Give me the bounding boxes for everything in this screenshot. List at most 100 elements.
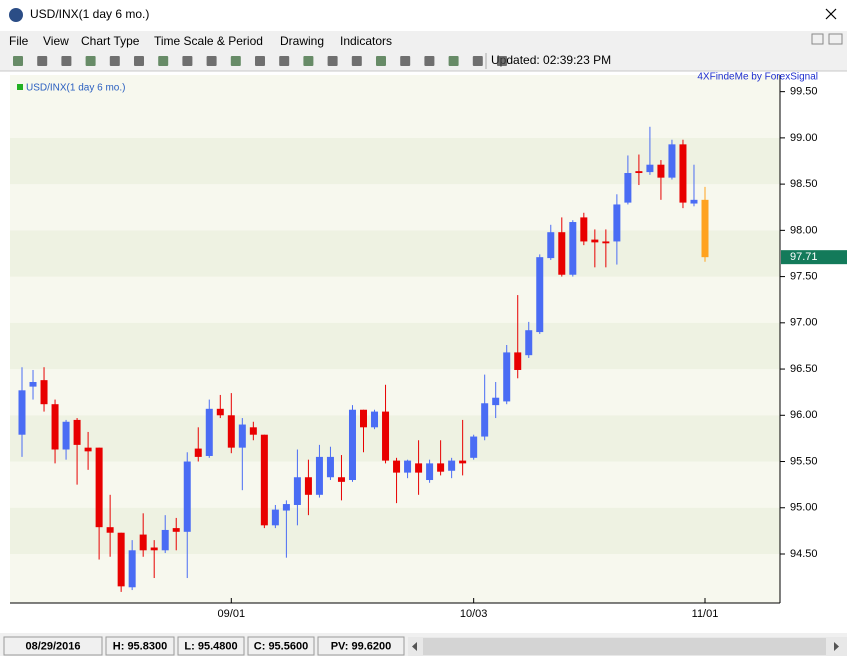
stripes (10, 91, 780, 603)
tool-button[interactable] (61, 56, 72, 66)
menu-item[interactable]: View (43, 34, 69, 48)
tool-button[interactable] (206, 56, 217, 66)
y-tick-label: 96.50 (790, 363, 818, 375)
tool-button[interactable] (85, 56, 96, 66)
status-fields: 08/29/2016 H: 95.8300 L: 95.4800 C: 95.5600… (3, 636, 405, 656)
tool-button[interactable] (351, 56, 362, 66)
candle-body (415, 463, 423, 473)
menu-item[interactable]: Chart Type (81, 34, 140, 48)
tool-button[interactable] (327, 56, 338, 66)
tool-icon (255, 56, 265, 66)
status-field (105, 636, 175, 656)
candle-body (437, 463, 445, 472)
candle-body (95, 447, 103, 528)
candle-body (657, 164, 665, 178)
candle-body (29, 381, 37, 387)
x-tick-label: 11/01 (692, 608, 719, 620)
menu-item[interactable]: Indicators (340, 34, 392, 48)
menu-item[interactable]: Time Scale & Period (154, 34, 263, 48)
tool-icon (279, 56, 290, 66)
candle-body (238, 424, 246, 448)
tool-button[interactable] (376, 56, 386, 66)
candle-body (404, 460, 412, 473)
candle-body (271, 509, 279, 526)
legend-swatch (17, 84, 23, 90)
candle-body (646, 164, 654, 173)
candle-body (514, 352, 522, 370)
candle-body (348, 409, 356, 481)
y-tick-label: 98.00 (790, 224, 818, 236)
updated-time: Updated: 02:39:23 PM (491, 53, 611, 67)
candle-body (183, 461, 191, 532)
y-tick-label: 97.00 (790, 317, 818, 329)
tool-button[interactable] (279, 56, 290, 66)
status-text: H: 95.8300 (113, 640, 167, 652)
tool-button[interactable] (424, 56, 435, 66)
candle-body (492, 397, 500, 406)
tool-button[interactable] (448, 56, 459, 66)
candle-body (51, 404, 59, 450)
x-tick-label: 10/03 (460, 608, 488, 620)
tool-button[interactable] (497, 56, 507, 66)
y-tick-label: 99.00 (790, 132, 818, 144)
status-field (177, 636, 245, 656)
status-text: L: 95.4800 (184, 640, 237, 652)
stripe (10, 91, 780, 138)
y-tick-label: 98.50 (790, 178, 818, 190)
tool-icon (13, 56, 23, 66)
candle-body (315, 456, 323, 495)
tool-button[interactable] (303, 56, 314, 66)
mdi-buttons[interactable] (811, 33, 843, 45)
window-title: USD/INX(1 day 6 mo.) (30, 7, 149, 21)
candle-body (624, 173, 632, 203)
candle-body (227, 415, 235, 448)
legend-label: USD/INX(1 day 6 mo.) (26, 83, 125, 94)
candle-body (304, 477, 312, 495)
candle-body (337, 477, 345, 482)
tool-button[interactable] (158, 56, 169, 66)
tool-button[interactable] (472, 56, 483, 66)
candle-body (293, 477, 301, 505)
tool-button[interactable] (109, 56, 120, 66)
status-text: 08/29/2016 (25, 640, 80, 652)
candle-body (260, 434, 268, 526)
candle-body (205, 408, 213, 456)
h-scrollbar[interactable] (408, 637, 847, 656)
close-button[interactable] (825, 8, 837, 20)
menu-item[interactable]: File (9, 34, 29, 48)
status-text: C: 95.5600 (254, 640, 308, 652)
tool-icon (206, 56, 217, 66)
stripe (10, 553, 780, 603)
stripe (10, 369, 780, 416)
tool-icon (472, 56, 483, 66)
candle-body (117, 532, 125, 587)
tool-icon (327, 56, 338, 66)
candle-body (558, 232, 566, 275)
tool-button[interactable] (255, 56, 265, 66)
toolbar-icons (13, 56, 507, 66)
tool-button[interactable] (182, 56, 193, 66)
status-field (317, 636, 405, 656)
stripe (10, 184, 780, 231)
candle-body (701, 199, 709, 258)
candle-body (602, 241, 610, 244)
stripe (10, 230, 780, 277)
candle-body (426, 463, 434, 481)
tool-button[interactable] (13, 56, 23, 66)
menu-item[interactable]: Drawing (280, 34, 324, 48)
tool-icon (400, 56, 411, 66)
tool-icon (61, 56, 72, 66)
tool-button[interactable] (134, 56, 144, 66)
candle-body (40, 380, 48, 405)
stripe (10, 322, 780, 370)
status-text: PV: 99.6200 (331, 640, 392, 652)
candle-body (161, 529, 169, 551)
tool-button[interactable] (37, 56, 48, 66)
tool-icon (230, 56, 241, 66)
tool-button[interactable] (400, 56, 411, 66)
tool-button[interactable] (230, 56, 241, 66)
y-tick-label: 96.00 (790, 409, 818, 421)
candle-body (172, 528, 180, 532)
candle-body (635, 171, 643, 174)
y-tick-label: 95.00 (790, 502, 818, 514)
